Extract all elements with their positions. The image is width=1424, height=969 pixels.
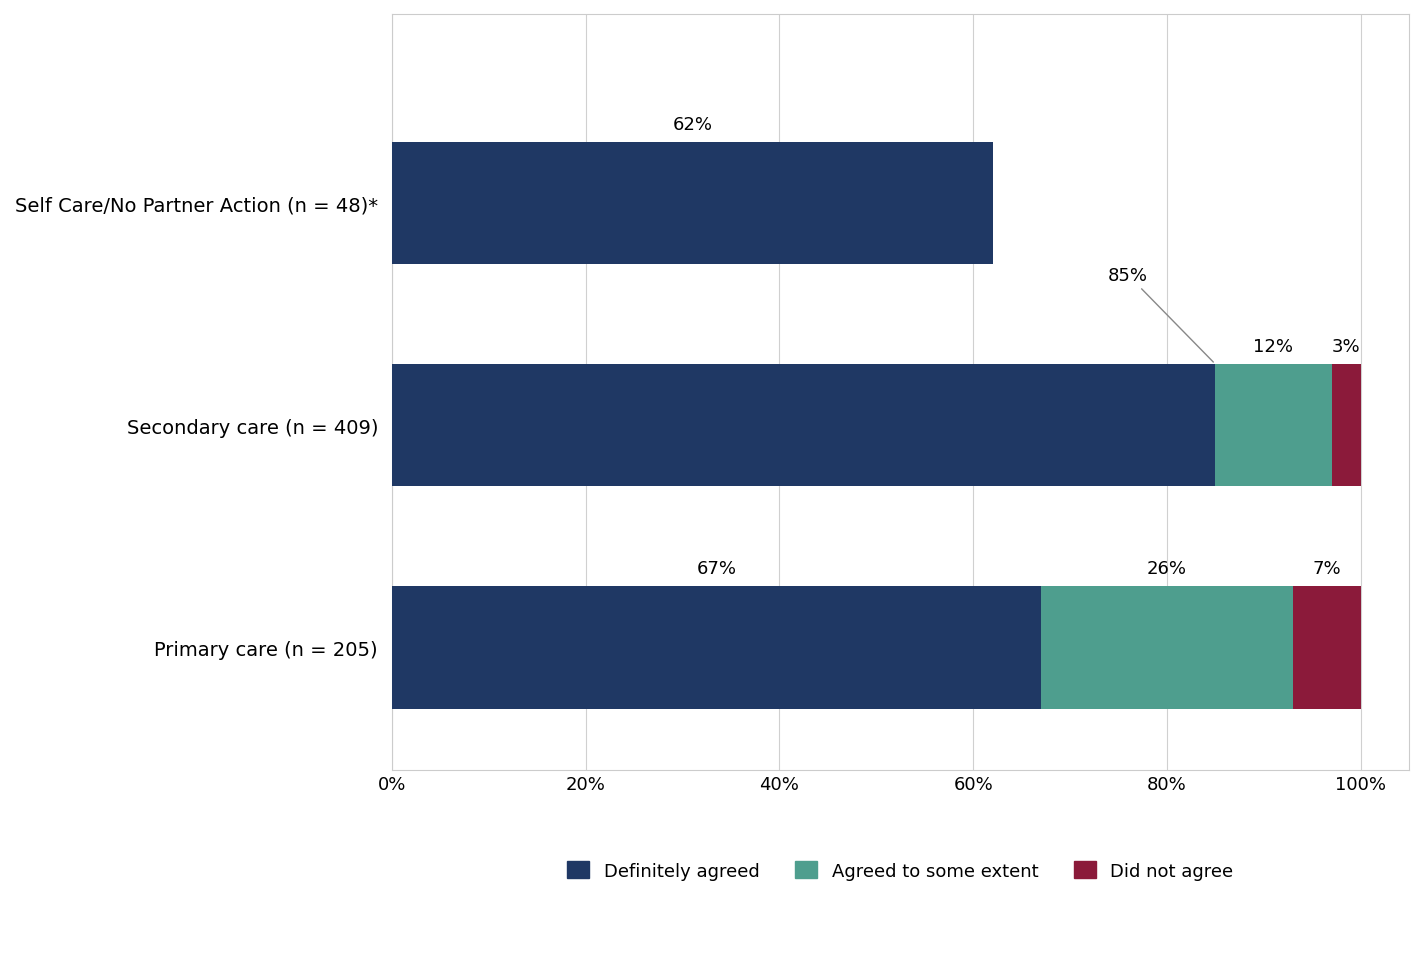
- Bar: [1215, 364, 1331, 486]
- Text: 12%: 12%: [1253, 338, 1293, 356]
- Bar: [392, 586, 1041, 708]
- Bar: [392, 364, 1215, 486]
- Text: 62%: 62%: [672, 115, 712, 134]
- Bar: [1331, 364, 1360, 486]
- Bar: [1293, 586, 1360, 708]
- Text: 26%: 26%: [1146, 560, 1186, 578]
- Bar: [392, 142, 993, 265]
- Text: 67%: 67%: [696, 560, 736, 578]
- Text: 3%: 3%: [1331, 338, 1360, 356]
- Bar: [1041, 586, 1293, 708]
- Text: 7%: 7%: [1313, 560, 1341, 578]
- Legend: Definitely agreed, Agreed to some extent, Did not agree: Definitely agreed, Agreed to some extent…: [560, 855, 1240, 887]
- Text: 85%: 85%: [1108, 266, 1213, 362]
